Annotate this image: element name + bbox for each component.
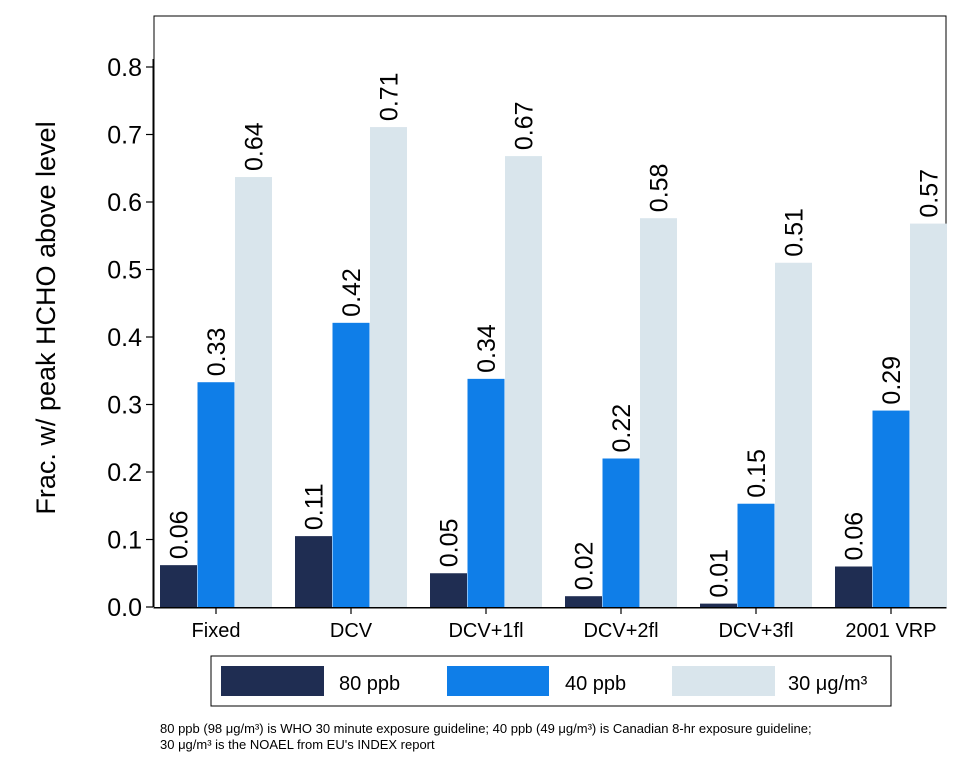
bar-dcv-2fl-40-ppb	[602, 458, 640, 607]
y-tick-label-2: 0.2	[107, 459, 142, 487]
bar-2001-vrp-80-ppb	[835, 566, 872, 607]
legend-swatch-30-ugm3	[672, 666, 775, 696]
bar-dcv-1fl-30-ug-m3	[505, 156, 542, 607]
bars	[160, 127, 947, 607]
y-tick-label-0: 0.0	[107, 594, 142, 622]
bar-dcv-3fl-30-ug-m3	[775, 262, 812, 607]
legend-label-80-ppb: 80 ppb	[339, 673, 400, 695]
footnote-line-2: 30 μg/m³ is the NOAEL from EU's INDEX re…	[160, 737, 435, 752]
bar-dcv-1fl-40-ppb	[467, 378, 505, 607]
y-tick-label-1: 0.1	[107, 527, 142, 555]
value-label-dcv-2fl-30-ug-m3: 0.58	[646, 164, 674, 213]
y-axis-title: Frac. w/ peak HCHO above level	[31, 121, 61, 514]
bar-fixed-80-ppb	[160, 565, 197, 607]
bar-fixed-40-ppb	[197, 382, 235, 607]
y-tick-label-8: 0.8	[107, 54, 142, 82]
plot-frame	[153, 15, 947, 609]
legend-box	[210, 655, 892, 707]
legend-swatch-80-ppb	[221, 666, 324, 696]
bar-dcv-2fl-80-ppb	[565, 596, 602, 607]
y-axis: 0.0 0.1 0.2 0.3 0.4 0.5 0.6 0.7 0.8	[107, 54, 154, 622]
value-label-fixed-40-ppb: 0.33	[203, 328, 231, 377]
value-labels: 0.06 0.33 0.64 0.11 0.42 0.71 0.05 0.34 0.67 0.02…	[166, 72, 944, 597]
bar-2001-vrp-30-ug-m3	[910, 223, 947, 607]
value-label-2001-vrp-30-ug-m3: 0.57	[916, 169, 944, 218]
bar-dcv-80-ppb	[295, 536, 332, 607]
x-tick-label-dcv: DCV	[330, 620, 373, 642]
footnote-line-1: 80 ppb (98 μg/m³) is WHO 30 minute expos…	[160, 721, 812, 736]
x-axis: Fixed DCV DCV+1fl DCV+2fl DCV+3fl 2001 VRP	[154, 607, 946, 642]
x-tick-label-2001-vrp: 2001 VRP	[845, 620, 936, 642]
value-label-dcv-3fl-40-ppb: 0.15	[743, 449, 771, 498]
legend-swatch-40-ppb	[447, 666, 549, 696]
value-label-dcv-80-ppb: 0.11	[301, 483, 329, 530]
value-label-dcv-40-ppb: 0.42	[338, 268, 366, 317]
x-tick-label-dcv-3fl: DCV+3fl	[718, 620, 793, 642]
value-label-fixed-80-ppb: 0.06	[166, 510, 194, 559]
bar-dcv-1fl-80-ppb	[430, 573, 467, 607]
value-label-dcv-2fl-80-ppb: 0.02	[571, 542, 599, 591]
value-label-dcv-30-ug-m3: 0.71	[376, 72, 404, 121]
y-tick-label-7: 0.7	[107, 122, 142, 150]
y-tick-label-5: 0.5	[107, 257, 142, 285]
x-tick-label-fixed: Fixed	[192, 620, 241, 642]
x-tick-label-dcv-2fl: DCV+2fl	[583, 620, 658, 642]
value-label-dcv-3fl-30-ug-m3: 0.51	[781, 208, 809, 257]
legend: 80 ppb 40 ppb 30 μg/m³	[210, 655, 892, 707]
value-label-fixed-30-ug-m3: 0.64	[241, 122, 269, 171]
legend-label-40-ppb: 40 ppb	[565, 673, 626, 695]
bar-fixed-30-ug-m3	[235, 177, 272, 607]
value-label-dcv-1fl-30-ug-m3: 0.67	[511, 101, 539, 150]
value-label-dcv-2fl-40-ppb: 0.22	[608, 404, 636, 453]
value-label-dcv-1fl-80-ppb: 0.05	[436, 519, 464, 568]
y-tick-label-3: 0.3	[107, 392, 142, 420]
y-tick-label-6: 0.6	[107, 189, 142, 217]
bar-dcv-3fl-40-ppb	[737, 503, 775, 607]
value-label-2001-vrp-80-ppb: 0.06	[841, 512, 869, 561]
bar-2001-vrp-40-ppb	[872, 410, 910, 607]
x-tick-label-dcv-1fl: DCV+1fl	[448, 620, 523, 642]
y-tick-label-4: 0.4	[107, 324, 142, 352]
bar-dcv-3fl-80-ppb	[700, 603, 737, 607]
legend-label-30-ugm3: 30 μg/m³	[788, 673, 868, 695]
bar-dcv-30-ug-m3	[370, 127, 407, 607]
bar-dcv-2fl-30-ug-m3	[640, 218, 677, 607]
value-label-2001-vrp-40-ppb: 0.29	[878, 356, 906, 405]
value-label-dcv-1fl-40-ppb: 0.34	[473, 324, 501, 373]
value-label-dcv-3fl-80-ppb: 0.01	[706, 549, 734, 598]
bar-dcv-40-ppb	[332, 322, 370, 607]
